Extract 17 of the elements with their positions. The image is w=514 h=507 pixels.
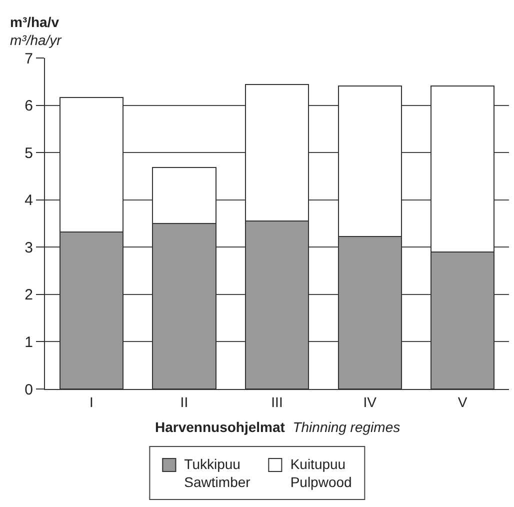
x-tick-label: III (271, 394, 283, 410)
y-tick-label: 6 (24, 98, 33, 115)
y-tick-label: 2 (24, 286, 33, 304)
x-axis-title: Harvennusohjelmat Thinning regimes (155, 419, 400, 435)
y-tick-label: 5 (24, 144, 33, 162)
legend-label: Tukkipuu Sawtimber (184, 455, 250, 491)
y-tick-label: 7 (24, 50, 33, 68)
legend-label: Kuitupuu Pulpwood (290, 455, 352, 491)
x-tick-label: II (180, 394, 188, 410)
y-tick-label: 1 (24, 334, 33, 351)
y-axis-title: m³/ha/v m³/ha/yr (10, 14, 63, 48)
x-tick-label: V (458, 394, 468, 410)
y-tick-label: 3 (24, 239, 33, 256)
y-tick-label: 0 (24, 381, 33, 398)
x-tick-label: I (89, 394, 94, 410)
x-tick-label: IV (363, 394, 378, 410)
y-tick-label: 4 (24, 192, 33, 210)
